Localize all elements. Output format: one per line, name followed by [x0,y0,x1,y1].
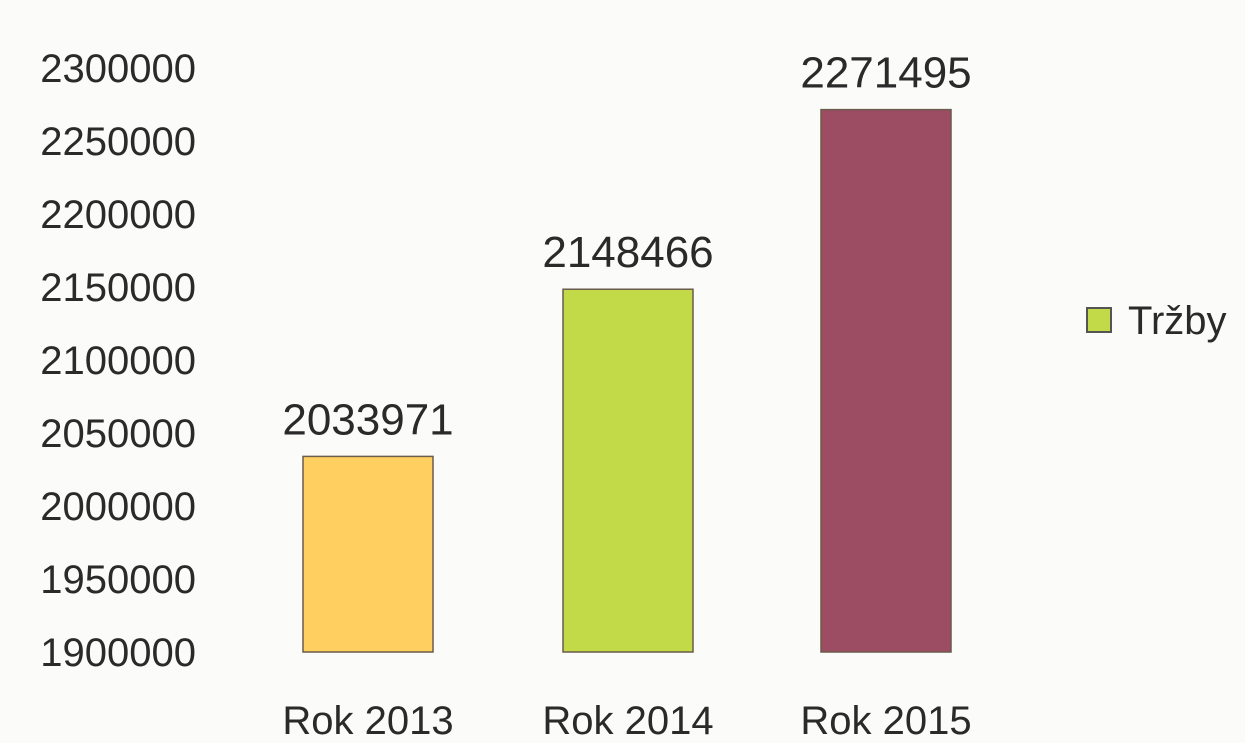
y-tick-label: 2100000 [40,339,196,383]
legend: Tržby [1086,299,1227,343]
y-tick-label: 1900000 [40,631,196,675]
bars [302,108,952,653]
bar [302,455,434,653]
y-tick-label: 2050000 [40,412,196,456]
y-axis: 1900000 1950000 2000000 2050000 2100000 21500… [40,47,196,675]
data-label: 2033971 [282,395,453,444]
x-tick-label: Rok 2014 [542,699,713,743]
y-tick-label: 2250000 [40,120,196,164]
x-axis: Rok 2013 Rok 2014 Rok 2015 [282,699,971,743]
x-tick-label: Rok 2015 [800,699,971,743]
data-label: 2148466 [542,228,713,277]
data-label: 2271495 [800,49,971,98]
y-tick-label: 2000000 [40,485,196,529]
y-tick-label: 2300000 [40,47,196,91]
bar [562,288,694,653]
x-tick-label: Rok 2013 [282,699,453,743]
bar [820,108,952,653]
data-labels: 2033971 2148466 2271495 [282,49,971,445]
y-tick-label: 2150000 [40,266,196,310]
y-tick-label: 2200000 [40,193,196,237]
legend-label: Tržby [1128,299,1227,343]
y-tick-label: 1950000 [40,558,196,602]
legend-swatch [1086,307,1112,333]
